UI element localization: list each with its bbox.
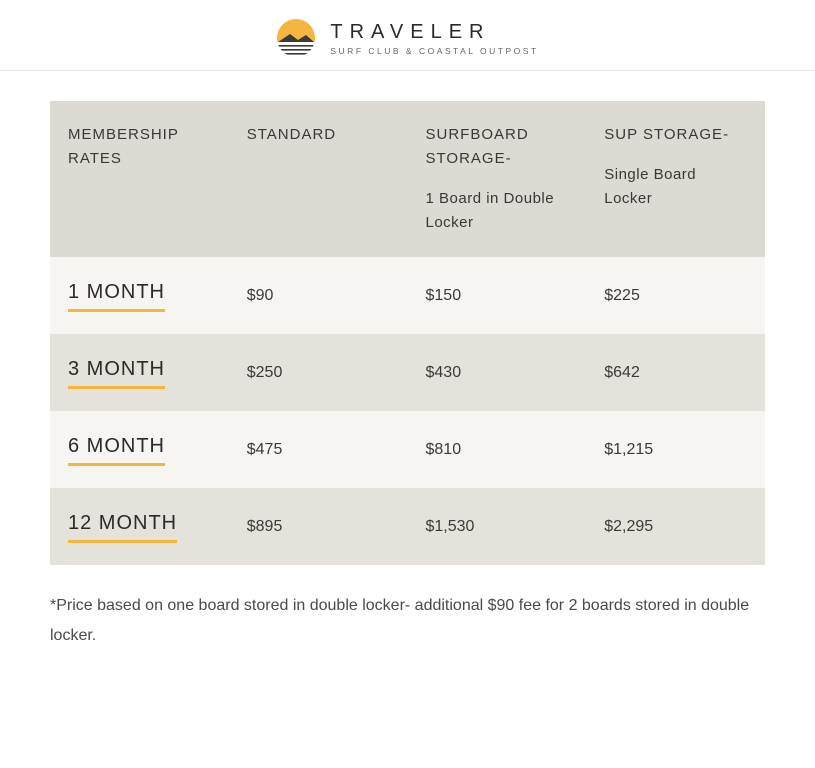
col-sub: Single Board Locker <box>604 163 747 211</box>
price-cell: $90 <box>229 257 408 334</box>
content-area: MEMBERSHIP RATES STANDARD SURFBOARD STOR… <box>0 71 815 670</box>
col-header-surfboard: SURFBOARD STORAGE- 1 Board in Double Loc… <box>408 101 587 257</box>
price-cell: $430 <box>408 334 587 411</box>
table-row: 6 MONTH $475 $810 $1,215 <box>50 411 765 488</box>
col-header-rates: MEMBERSHIP RATES <box>50 101 229 257</box>
page-header: TRAVELER SURF CLUB & COASTAL OUTPOST <box>0 0 815 71</box>
price-cell: $250 <box>229 334 408 411</box>
price-cell: $225 <box>586 257 765 334</box>
row-label: 3 MONTH <box>50 334 229 411</box>
col-sub: 1 Board in Double Locker <box>426 187 569 235</box>
table-header-row: MEMBERSHIP RATES STANDARD SURFBOARD STOR… <box>50 101 765 257</box>
col-title: SURFBOARD STORAGE- <box>426 126 529 167</box>
brand-logo-icon <box>276 18 316 58</box>
price-cell: $642 <box>586 334 765 411</box>
price-cell: $1,530 <box>408 488 587 565</box>
price-cell: $1,215 <box>586 411 765 488</box>
brand-subtitle: SURF CLUB & COASTAL OUTPOST <box>330 46 538 56</box>
col-header-sup: SUP STORAGE- Single Board Locker <box>586 101 765 257</box>
row-label: 12 MONTH <box>50 488 229 565</box>
price-cell: $475 <box>229 411 408 488</box>
price-cell: $2,295 <box>586 488 765 565</box>
table-row: 3 MONTH $250 $430 $642 <box>50 334 765 411</box>
row-label: 6 MONTH <box>50 411 229 488</box>
price-cell: $895 <box>229 488 408 565</box>
table-row: 1 MONTH $90 $150 $225 <box>50 257 765 334</box>
row-label: 1 MONTH <box>50 257 229 334</box>
price-cell: $150 <box>408 257 587 334</box>
col-title: MEMBERSHIP RATES <box>68 126 179 167</box>
footnote: *Price based on one board stored in doub… <box>50 591 765 650</box>
brand-text: TRAVELER SURF CLUB & COASTAL OUTPOST <box>330 21 538 56</box>
col-title: STANDARD <box>247 126 336 143</box>
price-cell: $810 <box>408 411 587 488</box>
brand-title: TRAVELER <box>330 21 490 44</box>
col-header-standard: STANDARD <box>229 101 408 257</box>
col-title: SUP STORAGE- <box>604 126 729 143</box>
pricing-table: MEMBERSHIP RATES STANDARD SURFBOARD STOR… <box>50 101 765 565</box>
table-row: 12 MONTH $895 $1,530 $2,295 <box>50 488 765 565</box>
